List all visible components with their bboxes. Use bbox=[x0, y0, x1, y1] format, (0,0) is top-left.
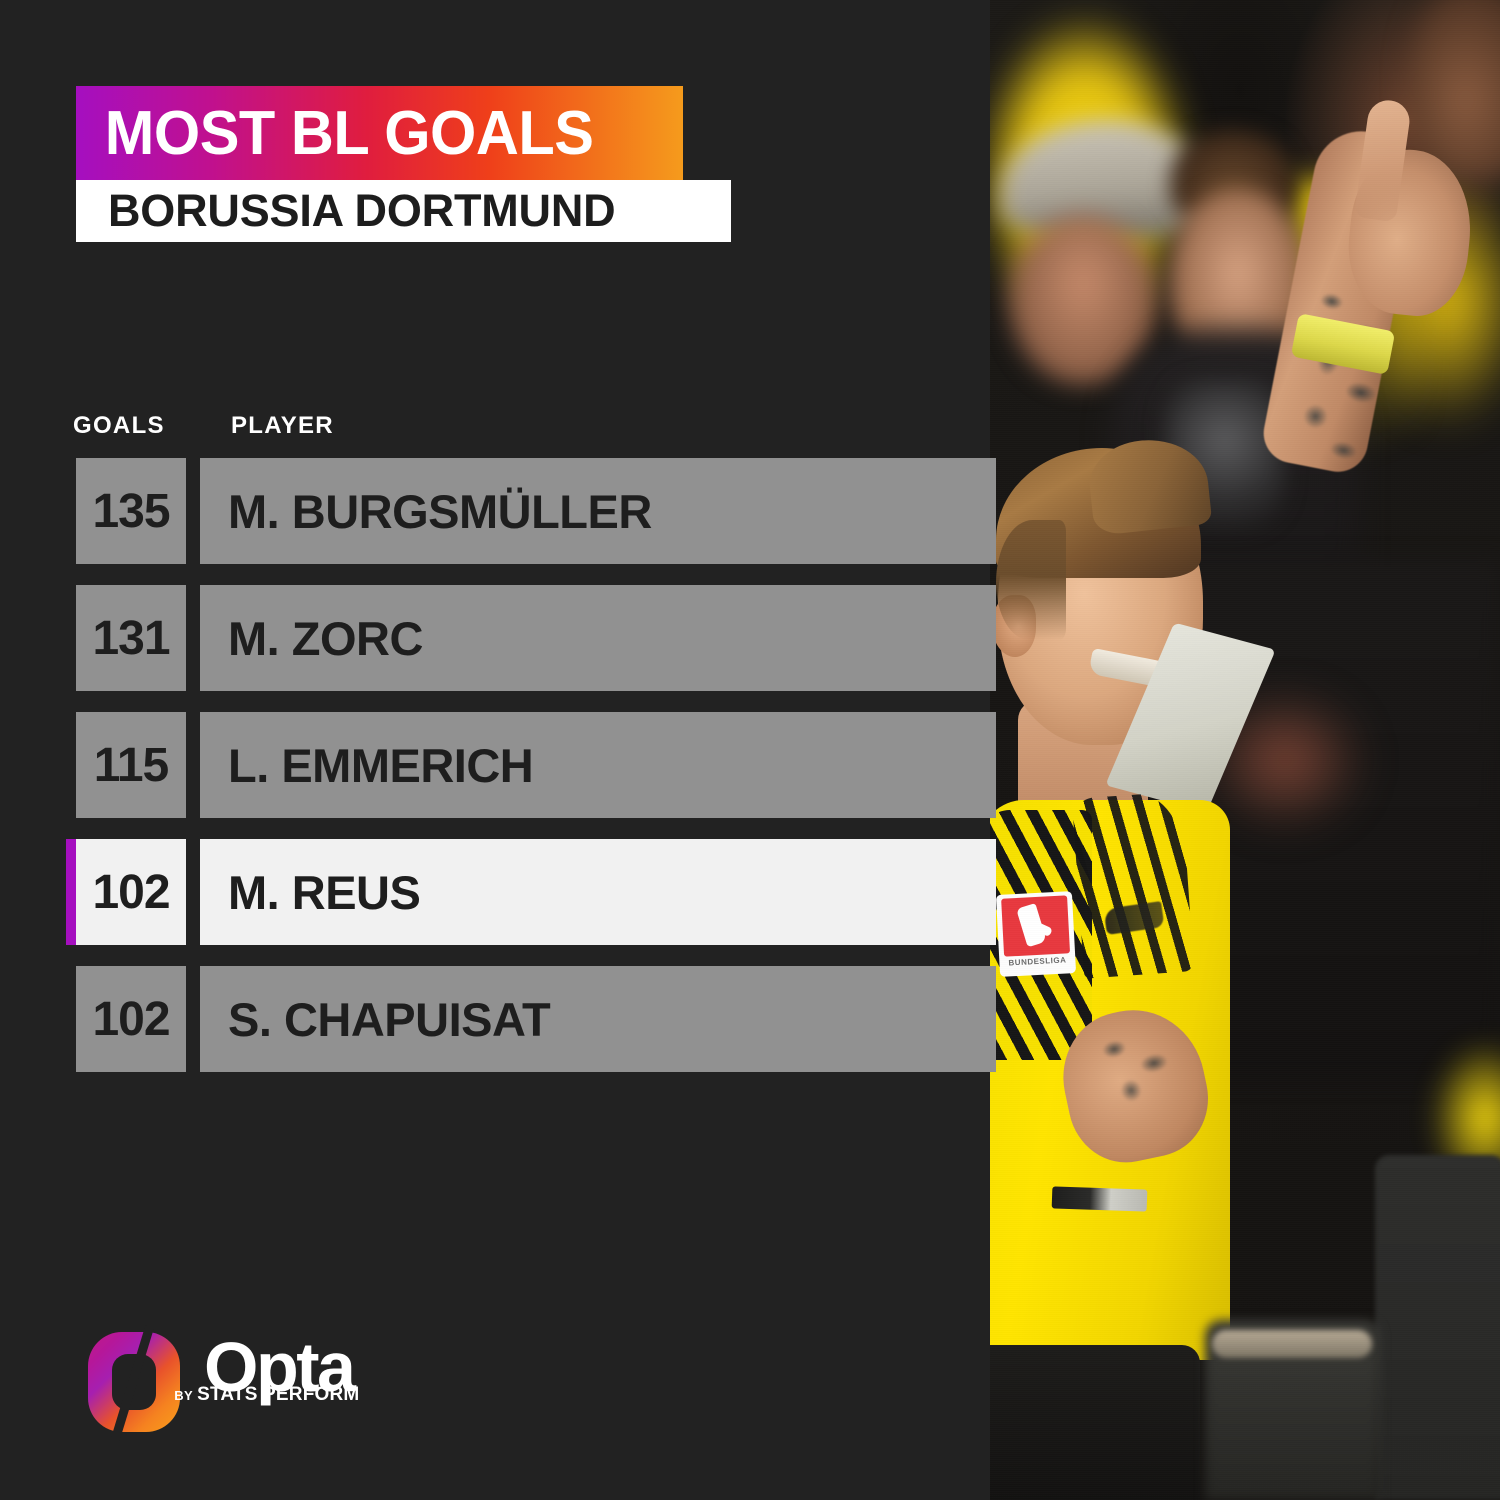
puma-hem-tab bbox=[1051, 1186, 1148, 1212]
player-name: M. REUS bbox=[228, 865, 421, 919]
player-cell: M. REUS bbox=[200, 839, 996, 945]
opta-logo: Opta BY STATS PERFORM bbox=[88, 1325, 359, 1441]
column-header-goals: GOALS bbox=[73, 412, 165, 439]
opta-by-label: BY bbox=[174, 1388, 194, 1403]
opta-wordmark: Opta BY STATS PERFORM bbox=[174, 1328, 359, 1406]
page-subtitle: BORUSSIA DORTMUND bbox=[108, 185, 616, 236]
table-row-highlighted[interactable]: 102 M. REUS bbox=[66, 839, 996, 945]
goals-value: 102 bbox=[92, 865, 170, 919]
goals-value: 131 bbox=[92, 611, 170, 665]
cell-gap bbox=[186, 966, 200, 1072]
bundesliga-badge: BUNDESLIGA bbox=[995, 891, 1077, 977]
goals-cell: 102 bbox=[76, 966, 186, 1072]
player-cell: M. ZORC bbox=[200, 585, 996, 691]
player-shorts bbox=[990, 1345, 1200, 1500]
subtitle-bar: BORUSSIA DORTMUND bbox=[76, 180, 731, 242]
page-title: MOST BL GOALS bbox=[104, 98, 594, 168]
ranking-table: 135 M. BURGSMÜLLER 131 M. ZORC 115 bbox=[66, 458, 996, 1093]
player-photo: BUNDESLIGA bbox=[990, 0, 1500, 1500]
player-cell: M. BURGSMÜLLER bbox=[200, 458, 996, 564]
table-row[interactable]: 131 M. ZORC bbox=[66, 585, 996, 691]
title-block: MOST BL GOALS BORUSSIA DORTMUND bbox=[76, 86, 731, 242]
column-header-player: PLAYER bbox=[231, 412, 334, 439]
table-row[interactable]: 135 M. BURGSMÜLLER bbox=[66, 458, 996, 564]
player-hair-side bbox=[996, 520, 1066, 640]
cell-gap bbox=[186, 712, 200, 818]
player-cell: L. EMMERICH bbox=[200, 712, 996, 818]
row-accent-bar bbox=[66, 839, 76, 945]
table-header: GOALS PLAYER bbox=[73, 412, 973, 442]
opta-name: Opta bbox=[204, 1328, 356, 1406]
stadium-seat-rail bbox=[1212, 1330, 1372, 1358]
goals-value: 102 bbox=[92, 992, 170, 1046]
goals-cell: 115 bbox=[76, 712, 186, 818]
cell-gap bbox=[186, 458, 200, 564]
table-row[interactable]: 102 S. CHAPUISAT bbox=[66, 966, 996, 1072]
cell-gap bbox=[186, 839, 200, 945]
opta-perform-label: STATS PERFORM bbox=[197, 1384, 360, 1405]
player-name: S. CHAPUISAT bbox=[228, 992, 551, 1046]
goals-cell: 131 bbox=[76, 585, 186, 691]
cell-gap bbox=[186, 585, 200, 691]
opta-tagline: BY STATS PERFORM bbox=[174, 1384, 359, 1406]
crowd-face-left bbox=[1008, 215, 1158, 385]
goals-value: 115 bbox=[93, 738, 169, 792]
opta-mark-icon bbox=[88, 1325, 180, 1441]
goals-value: 135 bbox=[92, 484, 170, 538]
background-yellow-blur bbox=[1430, 1040, 1500, 1170]
table-row[interactable]: 115 L. EMMERICH bbox=[66, 712, 996, 818]
player-cell: S. CHAPUISAT bbox=[200, 966, 996, 1072]
title-gradient-bar: MOST BL GOALS bbox=[76, 86, 683, 180]
player-name: M. ZORC bbox=[228, 611, 423, 665]
stadium-seat-block bbox=[1375, 1155, 1500, 1500]
bundesliga-badge-label: BUNDESLIGA bbox=[1008, 955, 1067, 968]
goals-cell: 135 bbox=[76, 458, 186, 564]
player-name: M. BURGSMÜLLER bbox=[228, 484, 652, 538]
player-name: L. EMMERICH bbox=[228, 738, 534, 792]
goals-cell: 102 bbox=[76, 839, 186, 945]
